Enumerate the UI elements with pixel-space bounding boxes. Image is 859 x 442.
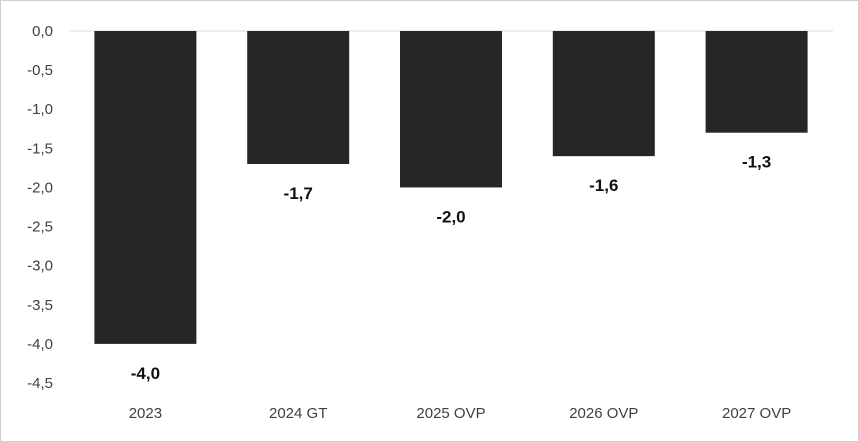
y-tick-label: -4,5 xyxy=(27,375,53,392)
y-tick-label: -2,5 xyxy=(27,219,53,236)
y-tick-label: -2,0 xyxy=(27,179,53,196)
bar-2027-ovp xyxy=(705,31,808,133)
bar-2024-gt xyxy=(247,31,350,164)
x-category-label: 2024 GT xyxy=(269,405,327,422)
data-label: -4,0 xyxy=(131,364,160,383)
y-tick-label: -4,0 xyxy=(27,336,53,353)
x-category-label: 2023 xyxy=(129,405,162,422)
y-tick-label: -1,5 xyxy=(27,140,53,157)
y-tick-label: -1,0 xyxy=(27,101,53,118)
data-label: -1,6 xyxy=(589,176,618,195)
data-label: -1,3 xyxy=(742,153,771,172)
x-category-label: 2025 OVP xyxy=(416,405,485,422)
x-category-label: 2027 OVP xyxy=(722,405,791,422)
bar-2025-ovp xyxy=(400,31,502,188)
y-axis: 0,0 -0,5 -1,0 -1,5 -2,0 -2,5 -3,0 -3,5 -4,0 -4,5 xyxy=(27,23,53,392)
data-label: -1,7 xyxy=(284,184,313,203)
x-category-label: 2026 OVP xyxy=(569,405,638,422)
data-labels-group: -4,0 -1,7 -2,0 -1,6 -1,3 xyxy=(131,153,771,383)
y-tick-label: -3,0 xyxy=(27,258,53,275)
y-tick-label: 0,0 xyxy=(32,23,53,40)
bar-2026-ovp xyxy=(552,31,655,157)
bar-2023 xyxy=(94,31,197,344)
data-label: -2,0 xyxy=(436,207,465,226)
y-tick-label: -3,5 xyxy=(27,297,53,314)
x-axis: 2023 2024 GT 2025 OVP 2026 OVP 2027 OVP xyxy=(129,405,791,422)
bars-group xyxy=(94,31,808,344)
y-tick-label: -0,5 xyxy=(27,62,53,79)
